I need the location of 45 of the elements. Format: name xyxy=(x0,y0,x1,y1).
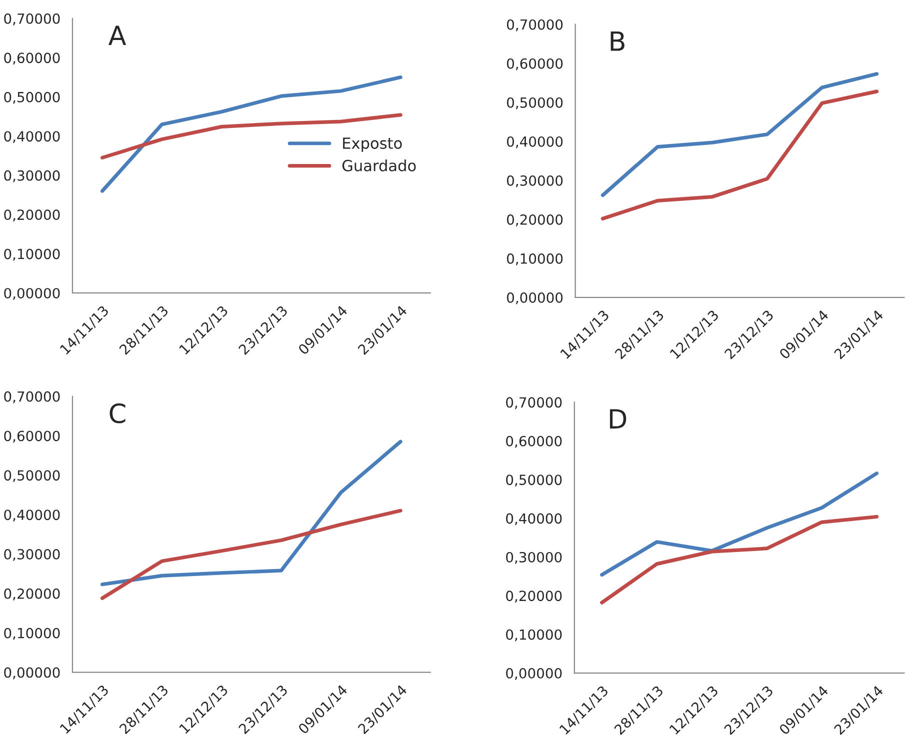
y-tick-label: 0,40000 xyxy=(4,131,60,143)
y-tick-label: 0,70000 xyxy=(4,391,60,404)
chart-title: C xyxy=(110,403,126,424)
y-tick-label: 0,60000 xyxy=(4,430,60,443)
legend-label: Exposto xyxy=(343,138,402,152)
y-tick-label: 0,20000 xyxy=(506,214,563,226)
line-series xyxy=(600,514,879,604)
y-tick-label: 0,70000 xyxy=(4,13,60,26)
y-tick-label: 0,40000 xyxy=(4,510,60,522)
y-tick-label: 0,30000 xyxy=(506,552,562,564)
line-series xyxy=(600,72,879,198)
y-tick-label: 0,30000 xyxy=(4,170,60,182)
y-tick-label: 0,60000 xyxy=(4,52,60,65)
y-tick-label: 0,50000 xyxy=(4,92,60,104)
line-series xyxy=(600,90,879,220)
y-tick-label: 0,00000 xyxy=(506,668,562,680)
chart-title: D xyxy=(610,409,626,428)
y-tick-label: 0,00000 xyxy=(506,292,563,304)
y-tick-label: 0,30000 xyxy=(506,175,563,188)
line-series xyxy=(100,508,402,600)
y-tick-label: 0,50000 xyxy=(4,470,60,482)
y-tick-label: 0,30000 xyxy=(4,548,60,561)
y-tick-label: 0,00000 xyxy=(4,667,60,680)
y-tick-label: 0,20000 xyxy=(506,590,562,603)
y-tick-label: 0,20000 xyxy=(4,588,60,600)
y-tick-label: 0,70000 xyxy=(506,19,563,32)
y-tick-label: 0,50000 xyxy=(506,474,562,486)
chart-title: B xyxy=(610,32,624,51)
y-tick-label: 0,40000 xyxy=(506,136,563,148)
y-tick-label: 0,00000 xyxy=(4,288,60,300)
y-tick-label: 0,10000 xyxy=(506,253,563,266)
legend-label: Guardado xyxy=(342,160,416,172)
chart-title: A xyxy=(108,26,126,45)
line-series xyxy=(100,113,402,160)
y-tick-label: 0,40000 xyxy=(506,513,562,526)
y-tick-label: 0,60000 xyxy=(506,58,563,70)
line-series xyxy=(600,472,879,577)
y-tick-label: 0,10000 xyxy=(4,628,60,640)
y-tick-label: 0,20000 xyxy=(4,210,60,222)
y-tick-label: 0,10000 xyxy=(506,629,562,642)
line-series xyxy=(100,440,402,586)
y-tick-label: 0,50000 xyxy=(506,97,563,110)
y-tick-label: 0,60000 xyxy=(506,436,562,448)
y-tick-label: 0,70000 xyxy=(506,397,562,410)
y-tick-label: 0,10000 xyxy=(4,248,60,261)
